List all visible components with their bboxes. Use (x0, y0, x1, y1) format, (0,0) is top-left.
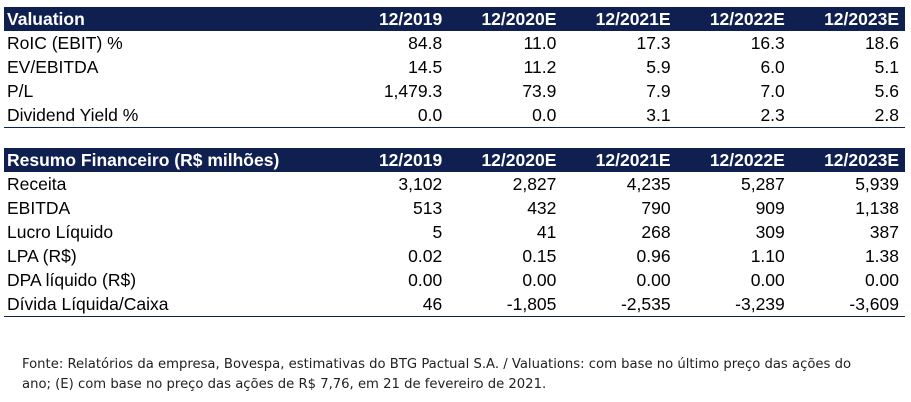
table-cell: 4,235 (626, 173, 671, 194)
table-cell: 17.3 (636, 32, 671, 53)
table-cell: 5.1 (874, 56, 899, 77)
table-row: Dividend Yield % 0.0 0.0 3.1 2.3 2.8 (4, 103, 905, 128)
table-cell: 3,102 (398, 173, 443, 194)
column-header: 12/2022E (676, 148, 791, 172)
table-cell: -3,239 (676, 292, 791, 317)
table-cell: 1,138 (855, 197, 899, 218)
table-cell: 513 (413, 197, 443, 218)
resumo-financeiro-table: Resumo Financeiro (R$ milhões) 12/2019 1… (4, 148, 905, 317)
column-header: 12/2019 (334, 7, 449, 31)
row-label: Lucro Líquido (7, 221, 114, 242)
table-cell: 84.8 (408, 32, 443, 53)
valuation-table: Valuation 12/2019 12/2020E 12/2021E 12/2… (4, 7, 905, 128)
table-cell: 1,479.3 (383, 80, 443, 101)
table-cell: 7.0 (760, 80, 785, 101)
column-header: 12/2021E (562, 7, 677, 31)
table-cell: 41 (536, 221, 557, 242)
table-cell: 16.3 (750, 32, 785, 53)
footnote: Fonte: Relatórios da empresa, Bovespa, e… (22, 355, 902, 395)
table-cell: 18.6 (864, 32, 899, 53)
footnote-line: Fonte: Relatórios da empresa, Bovespa, e… (22, 357, 852, 372)
table-cell: 0.02 (408, 245, 443, 266)
footnote-line: ano; (E) com base no preço das ações de … (22, 377, 547, 392)
row-label: DPA líquido (R$) (7, 269, 137, 290)
column-header: 12/2021E (562, 148, 677, 172)
row-label: Dividend Yield % (4, 103, 335, 128)
table-cell: 2.8 (790, 103, 905, 128)
table-cell: 432 (527, 197, 557, 218)
table-cell: 268 (641, 221, 671, 242)
table-row: EBITDA 513 432 790 909 1,138 (4, 196, 905, 220)
table-cell: 2.3 (676, 103, 791, 128)
row-label: EBITDA (7, 197, 71, 218)
table-cell: 73.9 (522, 80, 557, 101)
column-header: 12/2022E (676, 7, 791, 31)
column-header: 12/2020E (448, 148, 563, 172)
table-cell: -1,805 (448, 292, 563, 317)
table-row: Receita 3,102 2,827 4,235 5,287 5,939 (4, 172, 905, 196)
resumo-header-row: Resumo Financeiro (R$ milhões) 12/2019 1… (4, 148, 905, 172)
table-cell: 0.96 (636, 245, 671, 266)
column-header: 12/2023E (790, 7, 905, 31)
table-cell: 0.00 (750, 269, 785, 290)
table-row: P/L 1,479.3 73.9 7.9 7.0 5.6 (4, 79, 905, 103)
table-cell: 6.0 (760, 56, 785, 77)
table-cell: 0.00 (864, 269, 899, 290)
table-row: EV/EBITDA 14.5 11.2 5.9 6.0 5.1 (4, 55, 905, 79)
table-row: DPA líquido (R$) 0.00 0.00 0.00 0.00 0.0… (4, 268, 905, 292)
column-header: 12/2019 (334, 148, 449, 172)
row-label: P/L (7, 80, 34, 101)
row-label: Receita (7, 173, 67, 194)
table-cell: -3,609 (790, 292, 905, 317)
table-cell: 11.0 (523, 32, 557, 53)
table-cell: 11.2 (523, 56, 557, 77)
table-cell: 5,939 (855, 173, 899, 194)
column-header: 12/2020E (448, 7, 563, 31)
table-cell: 0.0 (448, 103, 563, 128)
table-cell: 46 (334, 292, 449, 317)
resumo-title: Resumo Financeiro (R$ milhões) (4, 148, 335, 172)
table-cell: 309 (755, 221, 785, 242)
column-header: 12/2023E (790, 148, 905, 172)
valuation-header-row: Valuation 12/2019 12/2020E 12/2021E 12/2… (4, 7, 905, 31)
table-cell: 909 (755, 197, 785, 218)
table-cell: 5.6 (874, 80, 899, 101)
row-label: Dívida Líquida/Caixa (4, 292, 335, 317)
table-cell: 7.9 (646, 80, 671, 101)
table-row: Lucro Líquido 5 41 268 309 387 (4, 220, 905, 244)
row-label: EV/EBITDA (7, 56, 99, 77)
table-row: LPA (R$) 0.02 0.15 0.96 1.10 1.38 (4, 244, 905, 268)
table-cell: 0.0 (334, 103, 449, 128)
table-cell: 0.15 (522, 245, 557, 266)
table-cell: 3.1 (562, 103, 677, 128)
table-cell: 0.00 (636, 269, 671, 290)
table-row: RoIC (EBIT) % 84.8 11.0 17.3 16.3 18.6 (4, 31, 905, 55)
table-cell: 0.00 (408, 269, 443, 290)
table-cell: 5 (432, 221, 443, 242)
table-cell: 5,287 (740, 173, 785, 194)
table-cell: 790 (641, 197, 671, 218)
table-cell: 5.9 (646, 56, 671, 77)
table-cell: 1.10 (750, 245, 785, 266)
table-cell: 0.00 (522, 269, 557, 290)
table-cell: 1.38 (864, 245, 899, 266)
row-label: RoIC (EBIT) % (7, 32, 123, 53)
table-cell: 14.5 (408, 56, 443, 77)
table-cell: 387 (869, 221, 899, 242)
valuation-title: Valuation (4, 7, 335, 31)
row-label: LPA (R$) (7, 245, 77, 266)
table-cell: -2,535 (562, 292, 677, 317)
table-cell: 2,827 (512, 173, 557, 194)
table-row: Dívida Líquida/Caixa 46 -1,805 -2,535 -3… (4, 292, 905, 317)
